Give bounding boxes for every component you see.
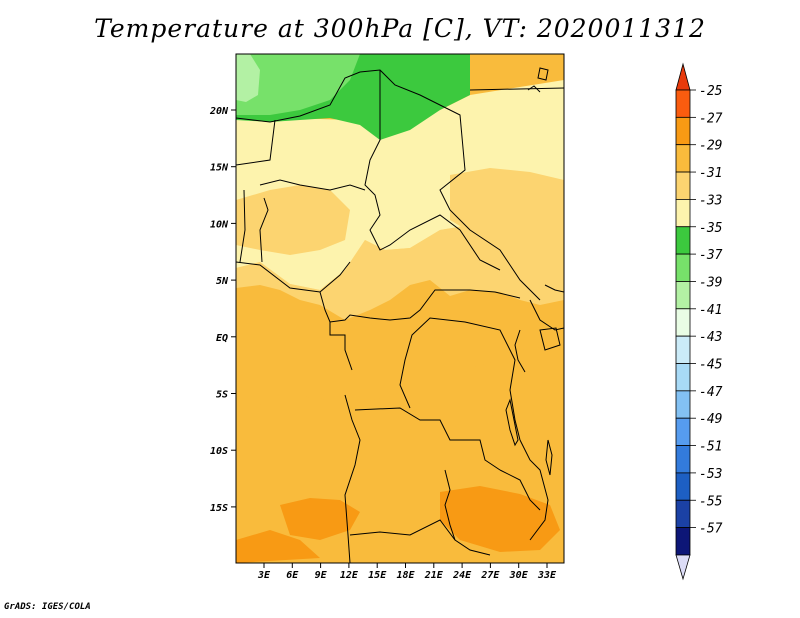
temperature-field xyxy=(236,54,564,563)
border-line xyxy=(344,394,361,563)
lat-tick-label: 5S xyxy=(216,390,228,401)
border-line xyxy=(349,519,491,556)
border-line xyxy=(544,284,564,293)
border-line xyxy=(329,322,353,371)
colorbar-swatch xyxy=(675,308,691,337)
colorbar-label: -39 xyxy=(699,275,722,290)
border-line xyxy=(364,70,501,271)
colorbar-label: -53 xyxy=(699,467,722,482)
border-line xyxy=(514,329,526,373)
colorbar-swatch xyxy=(675,281,691,310)
lon-tick-label: 3E xyxy=(257,570,271,581)
lon-tick-label: 15E xyxy=(368,570,387,581)
lon-tick-label: 12E xyxy=(340,570,359,581)
lake-outline xyxy=(537,67,549,81)
lat-tick-label: 5N xyxy=(216,276,229,287)
colorbar-swatch xyxy=(675,335,691,364)
colorbar-label: -43 xyxy=(699,330,722,345)
colorbar-label: -45 xyxy=(699,358,723,373)
colorbar-label: -49 xyxy=(699,412,722,427)
border-line xyxy=(527,85,541,93)
colorbar-label: -29 xyxy=(699,139,722,154)
colorbar-label: -55 xyxy=(699,494,723,509)
colorbar-swatch xyxy=(675,89,691,118)
border-line xyxy=(499,469,541,511)
border-line xyxy=(259,197,269,263)
colorbar-label: -31 xyxy=(699,166,722,181)
colorbar-swatch xyxy=(675,116,691,146)
lat-tick-label: 10N xyxy=(210,219,229,230)
colorbar-label: -41 xyxy=(699,303,722,318)
border-line xyxy=(236,69,541,301)
longitude-axis: 3E 6E 9E 12E 15E 18E 21E 24E 27E 30E 33E xyxy=(257,563,557,581)
colorbar-label: -25 xyxy=(699,84,723,99)
lat-tick-label: EQ xyxy=(216,333,228,344)
latitude-axis: 20N 15N 10N 5N EQ 5S 10S 15S xyxy=(209,106,236,514)
shade-light-green xyxy=(236,54,360,115)
shade-dark-orange-patch xyxy=(236,530,320,563)
border-line xyxy=(236,119,276,166)
colorbar-label: -35 xyxy=(699,221,723,236)
lat-tick-label: 20N xyxy=(209,106,229,117)
shade-dark-orange-patch xyxy=(440,486,560,552)
colorbar-label: -51 xyxy=(699,440,722,455)
map-frame xyxy=(235,53,565,564)
colorbar-label: -57 xyxy=(699,522,723,537)
lon-tick-label: 18E xyxy=(396,570,415,581)
colorbar-swatch xyxy=(675,499,691,529)
shade-dark-orange-patch xyxy=(280,498,360,540)
colorbar-label: -47 xyxy=(699,385,723,400)
lake-outline xyxy=(505,398,519,447)
colorbar-swatch xyxy=(675,417,691,446)
border-line xyxy=(239,189,246,263)
border-line xyxy=(354,407,501,471)
shade-light-orange-patch xyxy=(236,185,350,255)
colorbar-swatch xyxy=(675,144,691,173)
colorbar-swatch xyxy=(675,226,691,255)
border-line xyxy=(469,87,564,91)
colorbar-top-arrow xyxy=(675,62,691,91)
lon-tick-label: 9E xyxy=(315,570,328,581)
colorbar-swatch xyxy=(675,363,691,392)
colorbar-label: -27 xyxy=(699,111,723,126)
colorbar-swatch xyxy=(675,198,691,228)
lon-tick-label: 30E xyxy=(509,570,529,581)
colorbar-swatch xyxy=(675,390,691,419)
colorbar-swatch xyxy=(675,171,691,200)
colorbar-label: -33 xyxy=(699,193,722,208)
lon-tick-label: 21E xyxy=(424,570,444,581)
colorbar-swatch xyxy=(675,253,691,282)
lon-tick-label: 33E xyxy=(537,570,557,581)
lake-outline xyxy=(545,439,553,476)
colorbar-swatch xyxy=(675,472,691,501)
border-line xyxy=(259,179,366,191)
border-line xyxy=(529,299,564,331)
border-line xyxy=(236,261,351,293)
border-line xyxy=(444,469,456,541)
colorbar-swatch xyxy=(675,527,691,556)
lake-outline xyxy=(539,327,561,351)
border-line xyxy=(519,439,549,541)
colorbar: -25 -27 -29 -31 -33 -35 -37 -39 -41 -43 -45 -47 -49 -… xyxy=(675,62,723,581)
shade-light-orange-patch xyxy=(450,168,564,232)
country-borders xyxy=(236,67,564,563)
lat-tick-label: 10S xyxy=(210,446,228,457)
border-line xyxy=(399,317,521,441)
map-title: Temperature at 300hPa [C], VT: 202001131… xyxy=(94,14,706,43)
lat-tick-label: 15S xyxy=(210,503,228,514)
lon-tick-label: 6E xyxy=(286,570,299,581)
shade-pale-green xyxy=(236,54,260,102)
colorbar-label: -37 xyxy=(699,248,723,263)
colorbar-bottom-arrow xyxy=(675,554,691,581)
colorbar-swatch xyxy=(675,445,691,474)
lon-tick-label: 24E xyxy=(452,570,472,581)
lon-tick-label: 27E xyxy=(480,570,500,581)
footer-credit: GrADS: IGES/COLA xyxy=(4,602,91,612)
lat-tick-label: 15N xyxy=(210,163,229,174)
